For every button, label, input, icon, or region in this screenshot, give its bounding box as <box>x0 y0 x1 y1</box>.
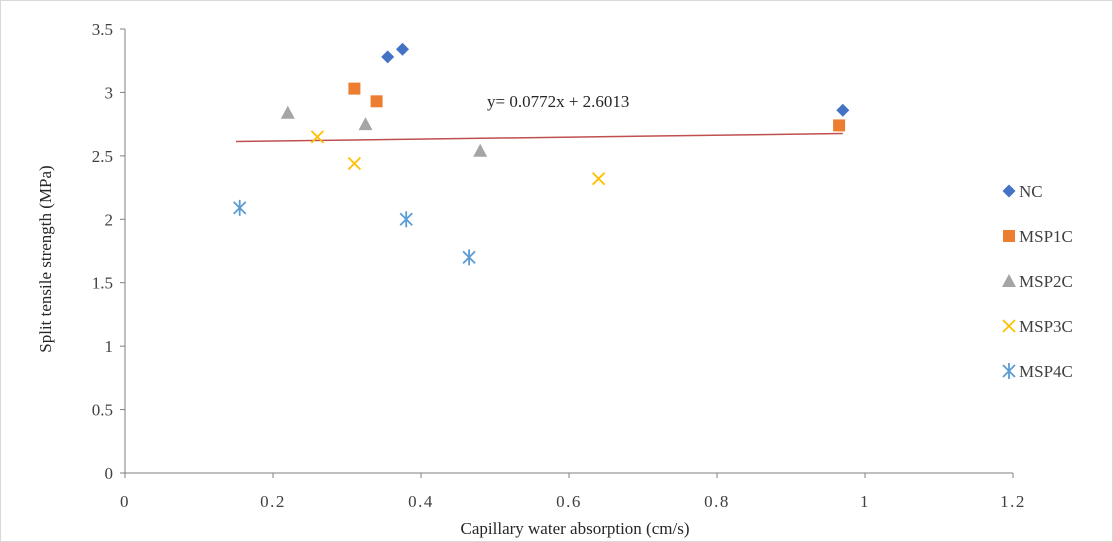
data-point-msp4c <box>233 199 247 216</box>
y-tick-label: 2 <box>105 210 114 229</box>
data-point-msp2c <box>473 143 488 157</box>
y-tick-label: 3.5 <box>92 20 113 39</box>
legend-label: NC <box>1019 182 1043 201</box>
legend-item-msp4c: MSP4C <box>1002 362 1073 381</box>
y-tick-label: 1.5 <box>92 274 113 293</box>
y-tick-label: 2.5 <box>92 147 113 166</box>
legend-label: MSP4C <box>1019 362 1073 381</box>
trendline-equation: y= 0.0772x + 2.6013 <box>487 92 629 111</box>
legend-item-msp2c: MSP2C <box>1002 272 1073 291</box>
data-point-nc <box>836 103 850 117</box>
data-point-msp1c <box>833 119 846 132</box>
data-point-msp1c <box>348 82 361 95</box>
data-point-msp1c <box>370 95 383 108</box>
legend-label: MSP3C <box>1019 317 1073 336</box>
data-point-nc <box>381 50 395 64</box>
x-tick-label: 1.2 <box>1000 492 1026 511</box>
y-tick-label: 1 <box>105 337 114 356</box>
legend-marker-msp3c <box>1002 319 1016 333</box>
legend-item-msp3c: MSP3C <box>1002 317 1073 336</box>
data-points <box>233 42 850 266</box>
x-tick-label: 0.6 <box>556 492 582 511</box>
data-point-msp4c <box>399 211 413 228</box>
data-point-msp3c <box>347 156 362 171</box>
legend-item-msp1c: MSP1C <box>1003 227 1073 246</box>
legend-marker-nc <box>1002 184 1016 198</box>
legend-marker-msp2c <box>1002 274 1016 287</box>
x-tick-label: 0.4 <box>408 492 434 511</box>
legend: NC MSP1C MSP2C MSP3C MSP4C <box>1002 182 1073 381</box>
y-tick-label: 0 <box>105 464 114 483</box>
legend-marker-msp4c <box>1002 363 1016 379</box>
data-point-msp3c <box>310 130 325 144</box>
legend-item-nc: NC <box>1002 182 1043 201</box>
x-tick-label: 0 <box>120 492 130 511</box>
x-tick-label: 0.8 <box>704 492 730 511</box>
axes: 0 0.5 1 1.5 2 2.5 3 3.5 0 0.2 0.4 0.6 0.8 1 1.2 <box>92 20 1026 511</box>
legend-label: MSP1C <box>1019 227 1073 246</box>
data-point-msp2c <box>358 117 373 131</box>
data-point-msp4c <box>462 249 476 266</box>
y-tick-label: 3 <box>105 83 114 102</box>
x-tick-label: 1 <box>860 492 870 511</box>
y-tick-label: 0.5 <box>92 401 113 420</box>
y-axis-title: Split tensile strength (MPa) <box>36 165 55 352</box>
data-point-nc <box>396 42 409 56</box>
data-point-msp2c <box>280 105 295 119</box>
x-tick-label: 0.2 <box>260 492 286 511</box>
x-axis-title: Capillary water absorption (cm/s) <box>461 519 690 538</box>
legend-label: MSP2C <box>1019 272 1073 291</box>
data-point-msp3c <box>591 172 606 186</box>
trendline <box>235 132 843 143</box>
legend-marker-msp1c <box>1003 230 1015 242</box>
trendline-group <box>235 132 843 143</box>
